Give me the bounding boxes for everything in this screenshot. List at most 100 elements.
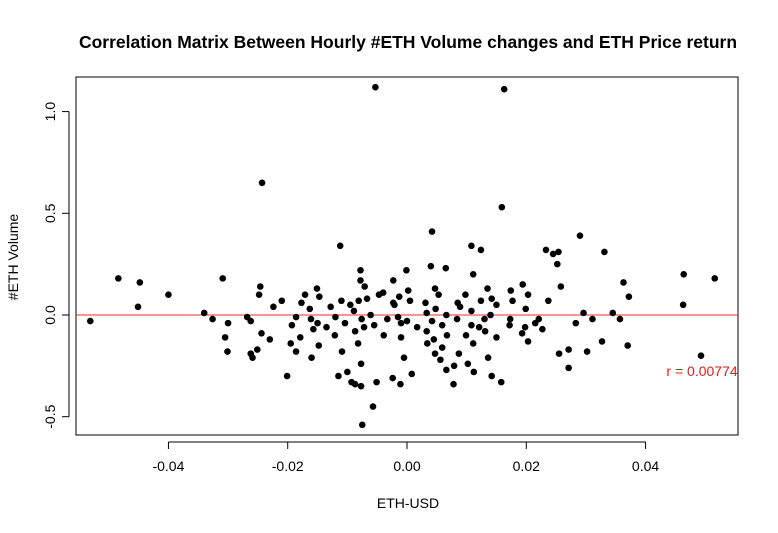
data-point [481,327,489,335]
x-axis-label: ETH-USD [377,495,439,511]
data-point [413,323,421,331]
x-axis: -0.04 -0.02 0.00 0.02 0.04 [152,441,659,474]
x-tick-label: -0.02 [272,458,304,474]
data-point [400,354,408,362]
y-axis: -0.5 0.0 0.5 1.0 [42,102,70,429]
data-point [519,281,527,288]
data-point [497,378,505,386]
data-point [522,305,529,313]
data-point [307,315,315,323]
data-point [521,323,529,331]
data-point [397,319,405,327]
chart-title: Correlation Matrix Between Hourly #ETH V… [79,32,737,52]
data-point [258,179,266,187]
data-point [428,228,436,235]
data-point [680,271,688,278]
data-point [308,354,315,362]
data-point [301,291,309,298]
data-point [531,319,539,327]
data-point [555,248,562,256]
data-point [403,317,411,325]
data-point [493,334,500,341]
data-point [335,372,342,380]
data-point [423,340,431,347]
data-point [350,307,358,315]
data-point [316,293,323,300]
data-point [306,305,314,313]
data-point [331,332,339,339]
data-point [624,342,631,349]
data-point [542,246,550,254]
data-point [431,350,439,357]
data-point [443,332,451,339]
data-point [545,297,552,305]
data-point [462,332,470,339]
data-point [288,321,296,329]
data-point [506,321,513,329]
data-point [493,301,500,309]
y-tick-label: 0.5 [42,203,58,223]
data-point [450,362,458,370]
data-point [344,368,351,376]
data-point [357,277,364,284]
data-point [506,315,514,323]
data-point [455,350,463,357]
data-point [165,291,172,298]
data-point [389,277,397,284]
data-point [576,232,584,239]
data-point [484,354,492,362]
data-point [341,319,349,327]
data-point [456,303,464,311]
data-point [408,370,416,378]
data-point [357,360,365,368]
data-point [389,374,396,382]
x-tick-label: -0.04 [152,458,184,474]
data-point [697,352,705,359]
data-point [469,340,477,347]
data-point [580,309,587,317]
data-point [453,315,461,323]
data-point [469,271,477,278]
y-tick-label: 0.0 [42,305,58,325]
data-point [292,348,300,355]
data-point [254,346,261,353]
data-point [437,356,444,364]
data-point [134,303,142,311]
data-point [403,266,410,274]
data-point [255,291,263,298]
data-point [572,319,580,327]
data-point [468,242,475,250]
data-point [616,315,624,323]
data-point [397,380,404,388]
data-point [249,354,256,362]
data-point [625,293,633,300]
data-point [87,317,94,325]
data-point [555,350,563,357]
data-point [310,325,317,333]
data-point [601,248,608,256]
data-point [598,338,606,345]
data-point [327,303,334,311]
data-point [367,311,374,319]
data-point [524,338,532,345]
data-point [406,297,414,305]
data-point [481,315,488,323]
data-point [711,275,719,282]
data-point [443,311,450,319]
data-point [609,309,617,317]
data-point [358,421,366,429]
data-point [395,293,403,300]
data-point [336,242,344,250]
data-point [136,279,144,286]
data-point [470,368,478,376]
data-point [462,291,469,298]
data-point [583,348,591,355]
data-point [270,303,277,311]
data-point [475,323,483,331]
data-point [361,283,368,290]
y-tick-label: 1.0 [42,102,58,122]
correlation-annotation: r = 0.00774 [666,363,737,379]
data-point [358,315,365,323]
data-point [357,382,365,390]
data-point [287,340,295,347]
